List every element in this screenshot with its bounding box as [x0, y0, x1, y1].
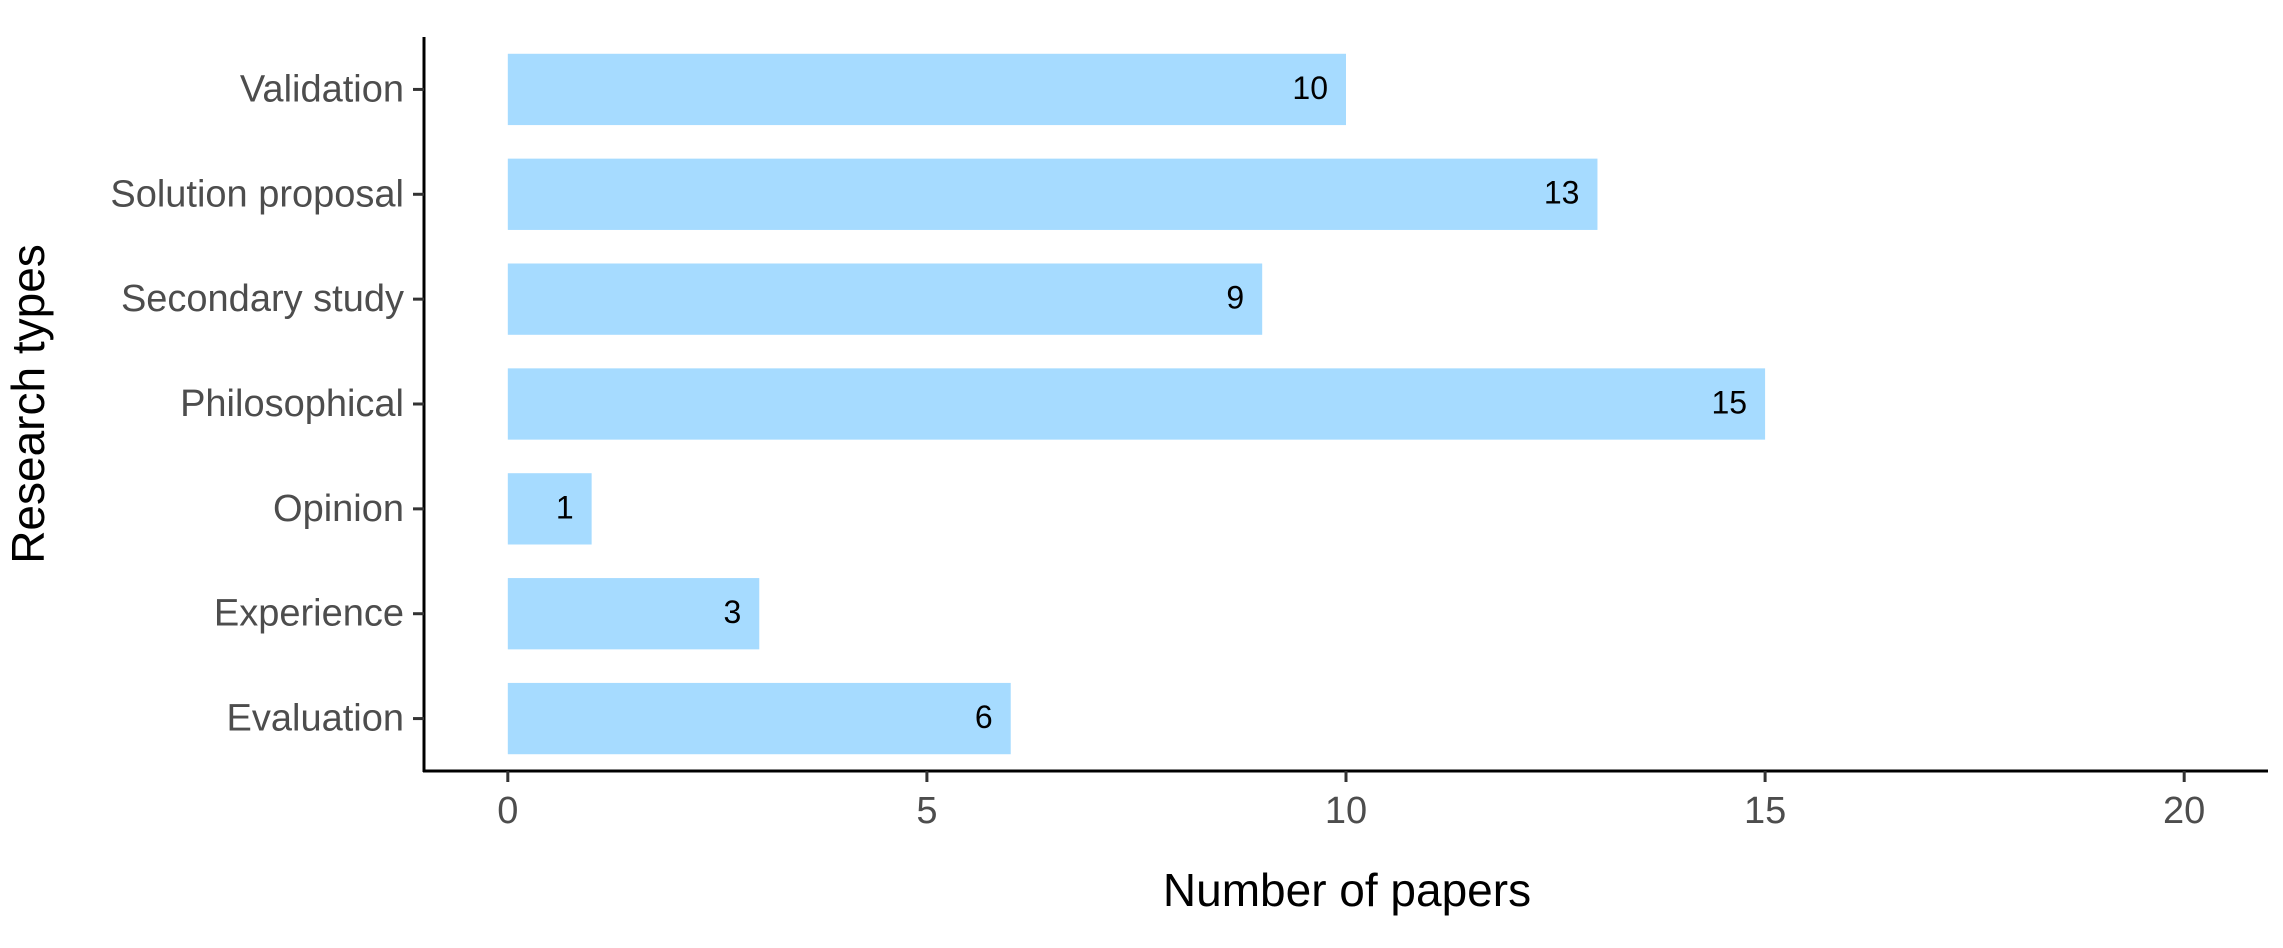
y-tick-label: Evaluation [227, 698, 404, 740]
y-tick-label: Secondary study [121, 278, 404, 320]
value-label: 3 [723, 594, 741, 630]
x-tick-label: 20 [2163, 790, 2205, 832]
bar [507, 368, 1766, 440]
value-label: 13 [1544, 175, 1580, 211]
x-tick-label: 10 [1325, 790, 1367, 832]
x-axis-title: Number of papers [1163, 864, 1531, 916]
x-tick-label: 5 [916, 790, 937, 832]
y-tick-label: Opinion [273, 488, 404, 530]
value-label: 1 [556, 489, 574, 525]
value-label: 10 [1292, 70, 1328, 106]
x-tick-label: 15 [1744, 790, 1786, 832]
y-tick-label: Solution proposal [110, 173, 404, 215]
y-axis-title: Research types [2, 244, 54, 564]
y-tick-label: Validation [240, 68, 404, 110]
x-tick-label: 0 [497, 790, 518, 832]
bar [507, 473, 592, 545]
value-label: 6 [975, 699, 993, 735]
bar [507, 578, 760, 650]
bar [507, 682, 1011, 755]
y-tick-label: Experience [214, 593, 404, 635]
y-tick-label: Philosophical [180, 383, 404, 425]
bar [507, 263, 1263, 335]
bar [507, 53, 1346, 126]
value-label: 9 [1226, 280, 1244, 316]
value-label: 15 [1711, 384, 1747, 420]
bar [507, 158, 1598, 230]
